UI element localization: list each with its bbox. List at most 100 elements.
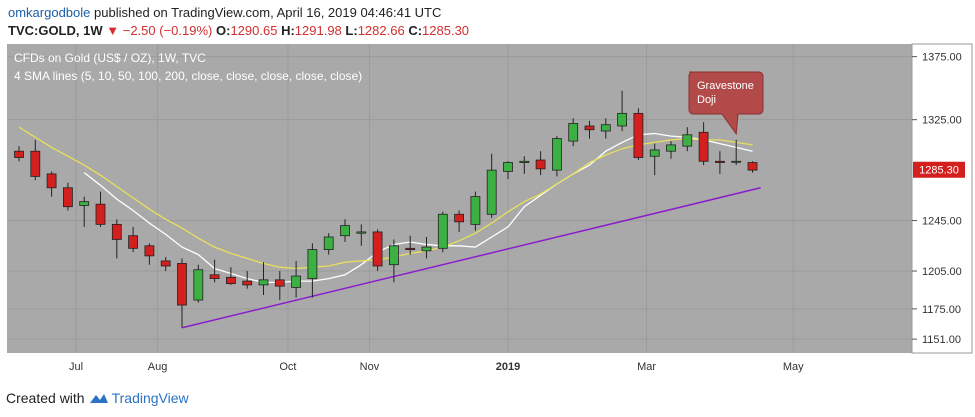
candle[interactable] (600, 118, 611, 139)
y-axis-ticks: 1375.00 1325.00 1285.30 1245.00 1205.00 1175.… (912, 52, 965, 346)
candle[interactable] (14, 146, 24, 162)
candle-body (633, 112, 644, 158)
candle[interactable] (242, 271, 253, 289)
candle-body (95, 203, 106, 225)
candle[interactable] (617, 90, 627, 132)
candle-body (454, 213, 465, 223)
author-link[interactable]: omkargodbole (8, 5, 91, 20)
candle-body (470, 196, 481, 225)
candle[interactable] (715, 151, 725, 174)
candle-body (160, 260, 171, 267)
ohlc-legend: TVC:GOLD, 1W ▼ −2.50 (−0.19%) O:1290.65 … (8, 22, 469, 40)
candle-body (552, 138, 562, 171)
candle-body (568, 123, 579, 142)
candle[interactable] (584, 120, 595, 139)
candle-body (617, 112, 627, 127)
candle-body (600, 124, 611, 132)
candle[interactable] (666, 141, 676, 159)
candle-body (323, 236, 334, 250)
candle[interactable] (568, 118, 579, 147)
candle-body (503, 162, 513, 172)
candle-body (291, 275, 302, 288)
candle-body (682, 134, 693, 147)
candle[interactable] (535, 151, 546, 176)
candle[interactable] (633, 108, 644, 161)
candle[interactable] (682, 127, 693, 152)
candle-body (79, 201, 90, 206)
callout-text-line1: Gravestone (697, 80, 754, 92)
symbol-label: TVC:GOLD, 1W (8, 23, 103, 38)
candle[interactable] (95, 191, 106, 227)
candle[interactable] (79, 196, 90, 227)
candle[interactable] (552, 136, 562, 177)
candle-body (731, 160, 742, 163)
candle[interactable] (323, 233, 334, 255)
candle[interactable] (193, 264, 204, 303)
candle-body (584, 125, 595, 131)
candle[interactable] (698, 122, 709, 166)
candle-body (698, 131, 709, 162)
tradingview-logo-icon (89, 394, 108, 403)
x-tick-label: Mar (637, 361, 656, 373)
candle[interactable] (274, 271, 285, 301)
candle[interactable] (340, 219, 350, 243)
candle-body (747, 162, 758, 171)
candle[interactable] (209, 259, 220, 283)
candle[interactable] (747, 161, 758, 173)
support-trendline[interactable] (181, 187, 761, 329)
x-tick-label: Aug (148, 361, 168, 373)
candle-body (111, 223, 122, 240)
candle[interactable] (46, 171, 57, 197)
candle[interactable] (160, 257, 171, 272)
candle[interactable] (454, 210, 465, 232)
candle[interactable] (258, 262, 269, 295)
candle-body (258, 279, 269, 286)
last-price-label: 1285.30 (919, 165, 959, 177)
x-tick-label: Jul (69, 361, 83, 373)
publish-text: published on TradingView.com, April 16, … (94, 5, 442, 20)
y-tick-label: 1175.00 (922, 304, 961, 316)
candle[interactable] (405, 235, 416, 255)
candle[interactable] (470, 191, 481, 231)
candle[interactable] (291, 260, 302, 298)
sma-line[interactable] (18, 126, 753, 270)
price-chart[interactable]: 1375.00 1325.00 1285.30 1245.00 1205.00 1175.… (0, 42, 975, 382)
tradingview-brand[interactable]: TradingView (89, 390, 189, 406)
candle-body (274, 279, 285, 287)
grid-lines (7, 44, 912, 353)
candle[interactable] (144, 243, 155, 265)
y-tick-label: 1151.00 (922, 334, 961, 346)
candle-body (144, 245, 155, 257)
candle-body (421, 246, 432, 252)
price-change: −2.50 (−0.19%) (122, 23, 213, 38)
candle[interactable] (111, 219, 122, 259)
candle[interactable] (225, 267, 236, 285)
candle[interactable] (177, 258, 187, 328)
candle-body (225, 276, 236, 285)
candle[interactable] (649, 143, 660, 176)
x-tick-label: 2019 (496, 361, 520, 373)
candle[interactable] (519, 156, 530, 174)
candle[interactable] (421, 236, 432, 259)
candle[interactable] (63, 182, 73, 211)
candle[interactable] (437, 211, 448, 253)
chart-title: CFDs on Gold (US$ / OZ), 1W, TVC (14, 51, 206, 65)
candle[interactable] (356, 224, 367, 246)
candle-body (242, 280, 253, 286)
candle[interactable] (731, 139, 742, 166)
x-tick-label: May (783, 361, 804, 373)
brand-text: TradingView (111, 390, 189, 406)
candle[interactable] (30, 139, 41, 181)
open-value: 1290.65 (230, 23, 278, 38)
candles (14, 90, 758, 328)
candle[interactable] (486, 153, 497, 219)
candle-body (519, 160, 530, 163)
candle-body (63, 187, 73, 208)
candle-body (649, 149, 660, 157)
candle[interactable] (128, 226, 139, 253)
candle[interactable] (503, 161, 513, 179)
candle[interactable] (372, 229, 383, 272)
candle[interactable] (388, 239, 399, 283)
candle-body (307, 249, 318, 279)
candle[interactable] (307, 243, 318, 298)
